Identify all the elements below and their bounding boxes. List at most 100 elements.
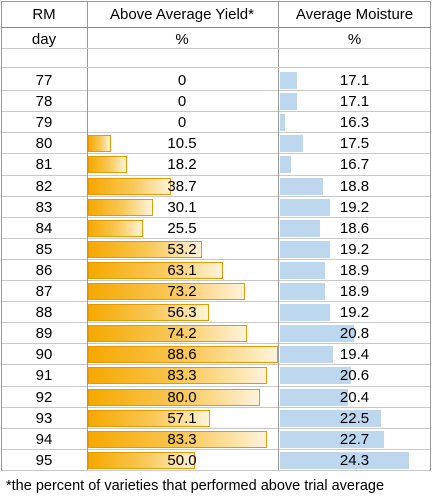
column-divider	[87, 2, 88, 470]
moisture-value: 17.1	[339, 72, 370, 89]
moisture-bar	[280, 93, 298, 111]
yield-value: 38.7	[167, 177, 197, 195]
rm-value: 78	[35, 93, 53, 111]
moisture-value: 17.1	[339, 93, 370, 111]
moisture-bar	[280, 367, 352, 385]
yield-bar	[88, 325, 248, 343]
row-divider	[2, 67, 430, 68]
row-divider	[2, 364, 430, 366]
yield-bar	[88, 177, 171, 195]
yield-value: 18.2	[167, 156, 197, 174]
header-above-average-yield: Above Average Yield*	[109, 6, 254, 23]
yield-value: 0	[177, 114, 187, 132]
yield-value: 73.2	[167, 283, 197, 300]
unit-rm: day	[31, 31, 57, 48]
row-divider	[2, 280, 430, 281]
moisture-value: 19.2	[339, 240, 370, 258]
rm-value: 93	[35, 409, 53, 427]
yield-bar	[88, 409, 211, 427]
yield-bar	[88, 135, 111, 153]
row-divider	[2, 111, 430, 113]
rm-value: 87	[35, 283, 53, 300]
yield-bar	[88, 219, 143, 237]
yield-bar	[88, 156, 128, 174]
yield-value: 50.0	[167, 451, 197, 469]
moisture-bar	[280, 283, 325, 300]
moisture-bar	[280, 135, 304, 153]
moisture-value: 16.3	[339, 114, 370, 132]
rm-value: 91	[35, 367, 53, 385]
moisture-value: 18.6	[339, 219, 370, 237]
row-divider	[2, 153, 430, 155]
moisture-bar	[280, 177, 324, 195]
yield-bar	[88, 304, 209, 322]
yield-bar	[88, 388, 260, 406]
rm-value: 95	[35, 451, 53, 469]
rm-value: 88	[35, 304, 53, 322]
moisture-bar	[280, 198, 330, 216]
yield-value: 83.3	[167, 430, 197, 448]
row-divider	[2, 216, 430, 218]
moisture-bar	[280, 304, 330, 322]
moisture-value: 20.6	[339, 367, 370, 385]
row-divider	[2, 27, 430, 28]
moisture-bar	[280, 451, 409, 469]
row-divider	[2, 237, 430, 239]
yield-value: 88.6	[167, 346, 197, 364]
rm-value: 92	[35, 388, 53, 406]
rm-value: 90	[35, 346, 53, 364]
yield-value: 74.2	[167, 325, 197, 343]
yield-value: 10.5	[167, 135, 197, 153]
rm-value: 81	[35, 156, 53, 174]
moisture-value: 24.3	[339, 451, 370, 469]
row-divider	[2, 258, 430, 260]
moisture-bar	[280, 219, 321, 237]
moisture-value: 19.2	[339, 198, 370, 216]
yield-value: 80.0	[167, 388, 197, 406]
yield-value: 56.3	[167, 304, 197, 322]
row-divider	[2, 343, 430, 345]
rm-value: 84	[35, 219, 53, 237]
rm-value: 85	[35, 240, 53, 258]
yield-bar	[88, 430, 267, 448]
moisture-value: 19.2	[339, 304, 370, 322]
row-divider	[2, 322, 430, 324]
row-divider	[2, 448, 430, 450]
row-divider	[2, 385, 430, 387]
yield-bar	[88, 198, 153, 216]
row-divider	[2, 427, 430, 429]
yield-bar	[88, 283, 245, 300]
row-divider	[2, 90, 430, 92]
moisture-value: 22.7	[339, 430, 370, 448]
moisture-value: 19.4	[339, 346, 370, 364]
moisture-bar	[280, 325, 355, 343]
moisture-bar	[280, 72, 298, 89]
yield-value: 0	[177, 93, 187, 111]
row-divider	[2, 132, 430, 134]
moisture-bar	[280, 261, 325, 279]
rm-value: 86	[35, 261, 53, 279]
moisture-bar	[280, 156, 291, 174]
yield-bar	[88, 261, 224, 279]
yield-value: 63.1	[167, 261, 197, 279]
moisture-value: 18.8	[339, 177, 370, 195]
moisture-value: 17.5	[339, 135, 370, 153]
header-average-moisture: Average Moisture	[295, 6, 414, 23]
rm-value: 82	[35, 177, 53, 195]
moisture-bar	[280, 114, 285, 132]
yield-value: 83.3	[167, 367, 197, 385]
rm-value: 94	[35, 430, 53, 448]
moisture-bar	[280, 409, 381, 427]
moisture-bar	[280, 346, 333, 364]
rm-value: 77	[35, 72, 53, 89]
rm-value: 83	[35, 198, 53, 216]
yield-bar	[88, 367, 267, 385]
row-divider	[2, 195, 430, 197]
rm-value: 80	[35, 135, 53, 153]
yield-value: 53.2	[167, 240, 197, 258]
row-divider	[2, 48, 430, 49]
yield-bar	[88, 451, 196, 469]
moisture-value: 22.5	[339, 409, 370, 427]
yield-bar	[88, 240, 203, 258]
moisture-value: 18.9	[339, 283, 370, 300]
